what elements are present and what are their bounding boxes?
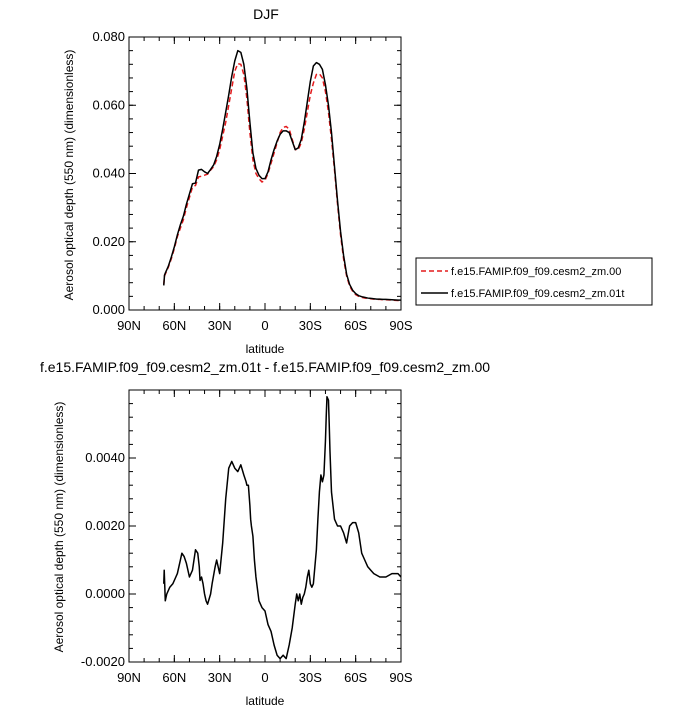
x-tick-label: 0: [261, 318, 268, 333]
x-tick-label: 90S: [389, 670, 412, 685]
x-tick-label: 90N: [117, 318, 141, 333]
y-tick-label: 0.0000: [85, 586, 125, 601]
legend-box: [415, 257, 653, 306]
y-tick-label: -0.0020: [81, 654, 125, 669]
top-chart-frame: [128, 36, 402, 311]
bottom-chart-series: [163, 396, 402, 660]
series-line-1: [163, 62, 401, 302]
y-tick-label: 0.000: [92, 302, 125, 317]
x-tick-label: 60N: [162, 670, 186, 685]
x-tick-label: 30S: [299, 670, 322, 685]
bottom-panel: f.e15.FAMIP.f09_f09.cesm2_zm.01t - f.e15…: [40, 359, 490, 708]
y-tick-label: 0.0020: [85, 518, 125, 533]
top-chart-y-axis-label: Aerosol optical depth (550 nm) (dimensio…: [62, 50, 76, 301]
top-chart-title: DJF: [253, 6, 279, 22]
bottom-chart-title: f.e15.FAMIP.f09_f09.cesm2_zm.01t - f.e15…: [40, 359, 490, 375]
bottom-chart-frame: [128, 389, 402, 663]
y-tick-label: 0.040: [92, 166, 125, 181]
y-tick-label: 0.0040: [85, 450, 125, 465]
bottom-chart-y-axis-label: Aerosol optical depth (550 nm) (dimensio…: [52, 402, 66, 653]
top-chart-legend: f.e15.FAMIP.f09_f09.cesm2_zm.00 f.e15.FA…: [415, 257, 653, 306]
x-tick-label: 60S: [344, 318, 367, 333]
top-chart-ticks: 90N 60N 30N 0 30S 60S 90S 0.000 0.020 0.040 0.060 0…: [92, 29, 412, 333]
y-tick-label: 0.060: [92, 97, 125, 112]
x-tick-label: 90S: [389, 318, 412, 333]
top-chart-series: [163, 49, 401, 302]
y-tick-label: 0.080: [92, 29, 125, 44]
y-tick-label: 0.020: [92, 234, 125, 249]
x-tick-label: 60N: [162, 318, 186, 333]
bottom-chart-x-axis-label: latitude: [246, 694, 285, 708]
x-tick-label: 60S: [344, 670, 367, 685]
x-tick-label: 90N: [117, 670, 141, 685]
series-line-2: [163, 49, 401, 301]
top-panel: DJF 90N 60N 30N 0 30S 60S 90S 0.000 0.020 0.040 0.…: [62, 6, 413, 356]
legend-label-series-1: f.e15.FAMIP.f09_f09.cesm2_zm.00: [451, 266, 621, 278]
x-tick-label: 30N: [208, 318, 232, 333]
legend-label-series-2: f.e15.FAMIP.f09_f09.cesm2_zm.01t: [451, 288, 624, 300]
top-chart-x-axis-label: latitude: [246, 342, 285, 356]
x-tick-label: 30N: [208, 670, 232, 685]
x-tick-label: 0: [261, 670, 268, 685]
x-tick-label: 30S: [299, 318, 322, 333]
series-line-1: [163, 396, 402, 660]
